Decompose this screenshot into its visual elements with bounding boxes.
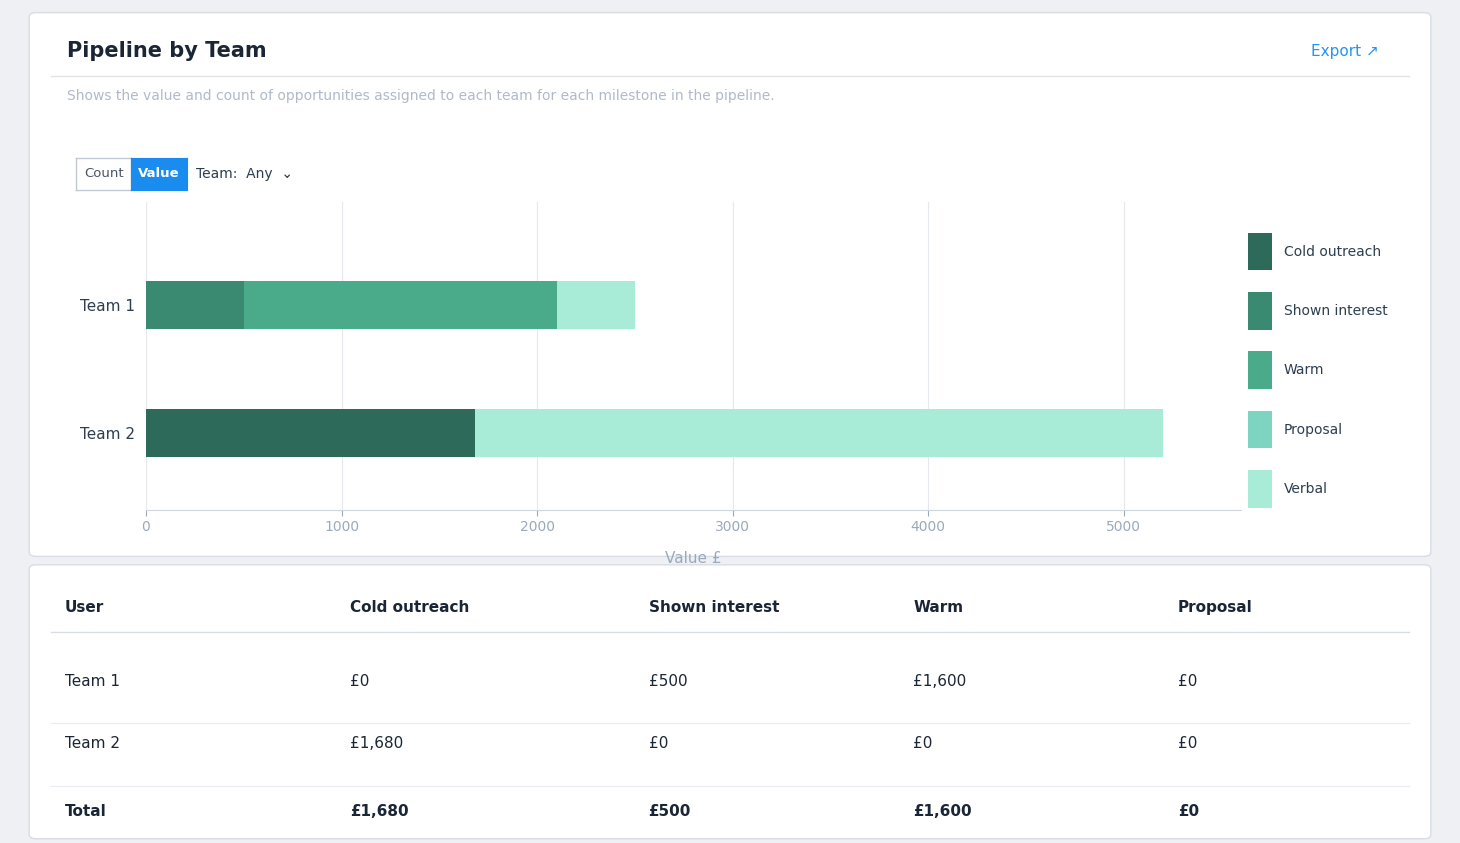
Text: £0: £0 (1178, 736, 1197, 751)
Text: Warm: Warm (1283, 363, 1324, 378)
Text: £0: £0 (648, 736, 667, 751)
X-axis label: Value £: Value £ (666, 551, 721, 566)
Text: £1,680: £1,680 (350, 804, 409, 819)
Text: Team:  Any  ⌄: Team: Any ⌄ (196, 167, 292, 180)
Text: Shows the value and count of opportunities assigned to each team for each milest: Shows the value and count of opportuniti… (67, 89, 775, 103)
Bar (244, 281, 556, 330)
Text: Count: Count (83, 167, 124, 180)
Bar (146, 281, 244, 330)
Text: £0: £0 (1178, 804, 1199, 819)
Text: Team 1: Team 1 (64, 674, 120, 689)
Text: Export ↗: Export ↗ (1311, 44, 1380, 59)
Text: £1,680: £1,680 (350, 736, 403, 751)
Text: Pipeline by Team: Pipeline by Team (67, 41, 267, 62)
Text: £1,600: £1,600 (914, 674, 967, 689)
Bar (1248, 292, 1272, 330)
Bar (474, 409, 1162, 458)
Text: Team 2: Team 2 (64, 736, 120, 751)
Text: Total: Total (64, 804, 107, 819)
Text: Shown interest: Shown interest (648, 600, 780, 615)
Text: User: User (64, 600, 104, 615)
Bar (1248, 233, 1272, 271)
Text: £0: £0 (1178, 674, 1197, 689)
Bar (556, 281, 635, 330)
Text: Warm: Warm (914, 600, 964, 615)
Text: £0: £0 (350, 674, 369, 689)
Bar (1248, 470, 1272, 507)
Text: Verbal: Verbal (1283, 482, 1327, 496)
Text: £500: £500 (648, 804, 691, 819)
Text: £500: £500 (648, 674, 688, 689)
Bar (1248, 352, 1272, 389)
Text: Cold outreach: Cold outreach (1283, 244, 1381, 259)
Text: Cold outreach: Cold outreach (350, 600, 469, 615)
Bar (146, 409, 474, 458)
Text: £0: £0 (914, 736, 933, 751)
Text: Value: Value (139, 167, 180, 180)
Text: £1,600: £1,600 (914, 804, 972, 819)
Text: Shown interest: Shown interest (1283, 303, 1387, 318)
Text: Proposal: Proposal (1283, 422, 1343, 437)
Text: Proposal: Proposal (1178, 600, 1253, 615)
Bar (1248, 411, 1272, 448)
